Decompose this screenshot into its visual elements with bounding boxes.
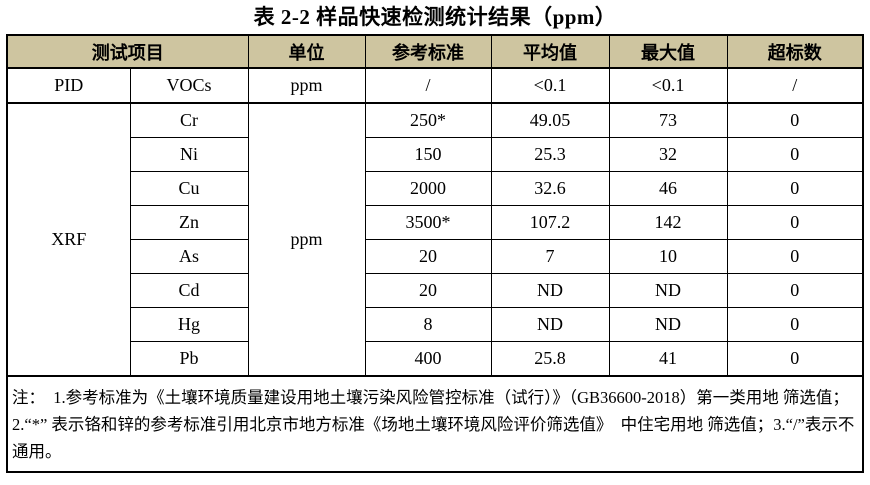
maximum-cell: 46	[608, 171, 728, 206]
maximum-cell: 32	[608, 137, 728, 172]
average-cell: 107.2	[490, 205, 610, 240]
average-cell: ND	[490, 307, 610, 342]
analyte-cell: Hg	[129, 307, 249, 342]
pid-unit-cell: ppm	[247, 67, 366, 104]
pid-reference-cell: /	[364, 67, 492, 104]
header-row: 测试项目 单位 参考标准 平均值 最大值 超标数	[6, 34, 864, 69]
reference-cell: 20	[364, 273, 492, 308]
exceed-cell: 0	[726, 341, 864, 377]
reference-cell: 8	[364, 307, 492, 342]
analyte-cell: Zn	[129, 205, 249, 240]
header-maximum: 最大值	[608, 34, 728, 69]
pid-average-cell: <0.1	[490, 67, 610, 104]
average-cell: 25.8	[490, 341, 610, 377]
maximum-cell: 73	[608, 102, 728, 138]
header-exceed-count: 超标数	[726, 34, 864, 69]
xrf-row-cu: Cu 2000 32.6 46 0	[7, 171, 864, 206]
xrf-row-cd: Cd 20 ND ND 0	[7, 273, 864, 308]
average-cell: ND	[490, 273, 610, 308]
xrf-row-pb: Pb 400 25.8 41 0	[7, 341, 864, 377]
maximum-cell: ND	[608, 273, 728, 308]
xrf-row-cr: XRF Cr ppm 250* 49.05 73 0	[6, 102, 864, 377]
analyte-cell: Cu	[129, 171, 249, 206]
exceed-cell: 0	[726, 307, 864, 342]
analyte-cell: Cd	[129, 273, 249, 308]
reference-cell: 3500*	[364, 205, 492, 240]
maximum-cell: ND	[608, 307, 728, 342]
results-table: 测试项目 单位 参考标准 平均值 最大值 超标数 PID VOCs ppm / …	[6, 34, 864, 473]
analyte-cell: Ni	[129, 137, 249, 172]
exceed-cell: 0	[726, 102, 864, 138]
xrf-unit-cell: ppm	[247, 102, 366, 377]
exceed-cell: 0	[726, 239, 864, 274]
xrf-row-as: As 20 7 10 0	[7, 239, 864, 274]
pid-exceed-cell: /	[726, 67, 864, 104]
analyte-cell: Cr	[129, 102, 249, 138]
average-cell: 49.05	[490, 102, 610, 138]
xrf-row-zn: Zn 3500* 107.2 142 0	[7, 205, 864, 240]
reference-cell: 400	[364, 341, 492, 377]
reference-cell: 20	[364, 239, 492, 274]
average-cell: 25.3	[490, 137, 610, 172]
xrf-row-ni: Ni 150 25.3 32 0	[7, 137, 864, 172]
xrf-row-hg: Hg 8 ND ND 0	[7, 307, 864, 342]
reference-cell: 2000	[364, 171, 492, 206]
table-title: 表 2-2 样品快速检测统计结果（ppm）	[253, 5, 617, 29]
pid-maximum-cell: <0.1	[608, 67, 728, 104]
maximum-cell: 10	[608, 239, 728, 274]
maximum-cell: 41	[608, 341, 728, 377]
maximum-cell: 142	[608, 205, 728, 240]
header-reference: 参考标准	[364, 34, 492, 69]
xrf-method-cell: XRF	[6, 102, 131, 377]
average-cell: 32.6	[490, 171, 610, 206]
pid-row: PID VOCs ppm / <0.1 <0.1 /	[6, 67, 864, 104]
exceed-cell: 0	[726, 171, 864, 206]
analyte-cell: As	[129, 239, 249, 274]
exceed-cell: 0	[726, 273, 864, 308]
exceed-cell: 0	[726, 137, 864, 172]
average-cell: 7	[490, 239, 610, 274]
reference-cell: 250*	[364, 102, 492, 138]
reference-cell: 150	[364, 137, 492, 172]
exceed-cell: 0	[726, 205, 864, 240]
note-row: 注： 1.参考标准为《土壤环境质量建设用地土壤污染风险管控标准（试行）》（GB3…	[6, 375, 864, 473]
pid-analyte-cell: VOCs	[129, 67, 249, 104]
pid-method-cell: PID	[6, 67, 131, 104]
header-unit: 单位	[247, 34, 366, 69]
table-note: 注： 1.参考标准为《土壤环境质量建设用地土壤污染风险管控标准（试行）》（GB3…	[6, 375, 864, 473]
header-average: 平均值	[490, 34, 610, 69]
header-test-item: 测试项目	[6, 34, 249, 69]
analyte-cell: Pb	[129, 341, 249, 377]
